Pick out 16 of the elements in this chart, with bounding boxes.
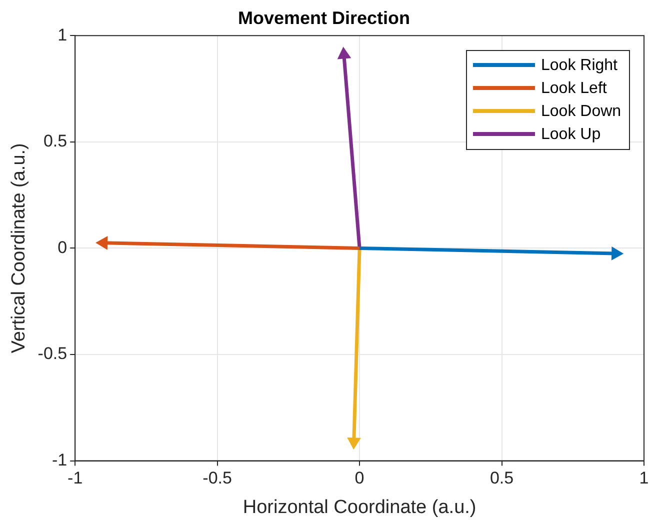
y-tick-label: -1 [52, 450, 68, 470]
y-tick-label: -0.5 [38, 344, 68, 364]
y-axis-title: Vertical Coordinate (a.u.) [8, 143, 30, 354]
legend-label: Look Down [541, 102, 622, 122]
x-tick-label: 0 [354, 468, 364, 488]
x-tick-label: -0.5 [202, 468, 232, 488]
legend-label: Look Left [541, 78, 607, 99]
y-tick-label: 0.5 [43, 132, 68, 151]
legend-label: Look Up [541, 124, 601, 145]
y-tick-label: 1 [58, 25, 68, 44]
x-tick-label: 0.5 [490, 468, 514, 488]
y-tick-label: 0 [58, 238, 68, 257]
chart-title: Movement Direction [238, 8, 410, 28]
x-axis-title: Horizontal Coordinate (a.u.) [242, 496, 476, 518]
legend-label: Look Right [541, 56, 618, 76]
x-tick-label: 1 [639, 468, 649, 488]
